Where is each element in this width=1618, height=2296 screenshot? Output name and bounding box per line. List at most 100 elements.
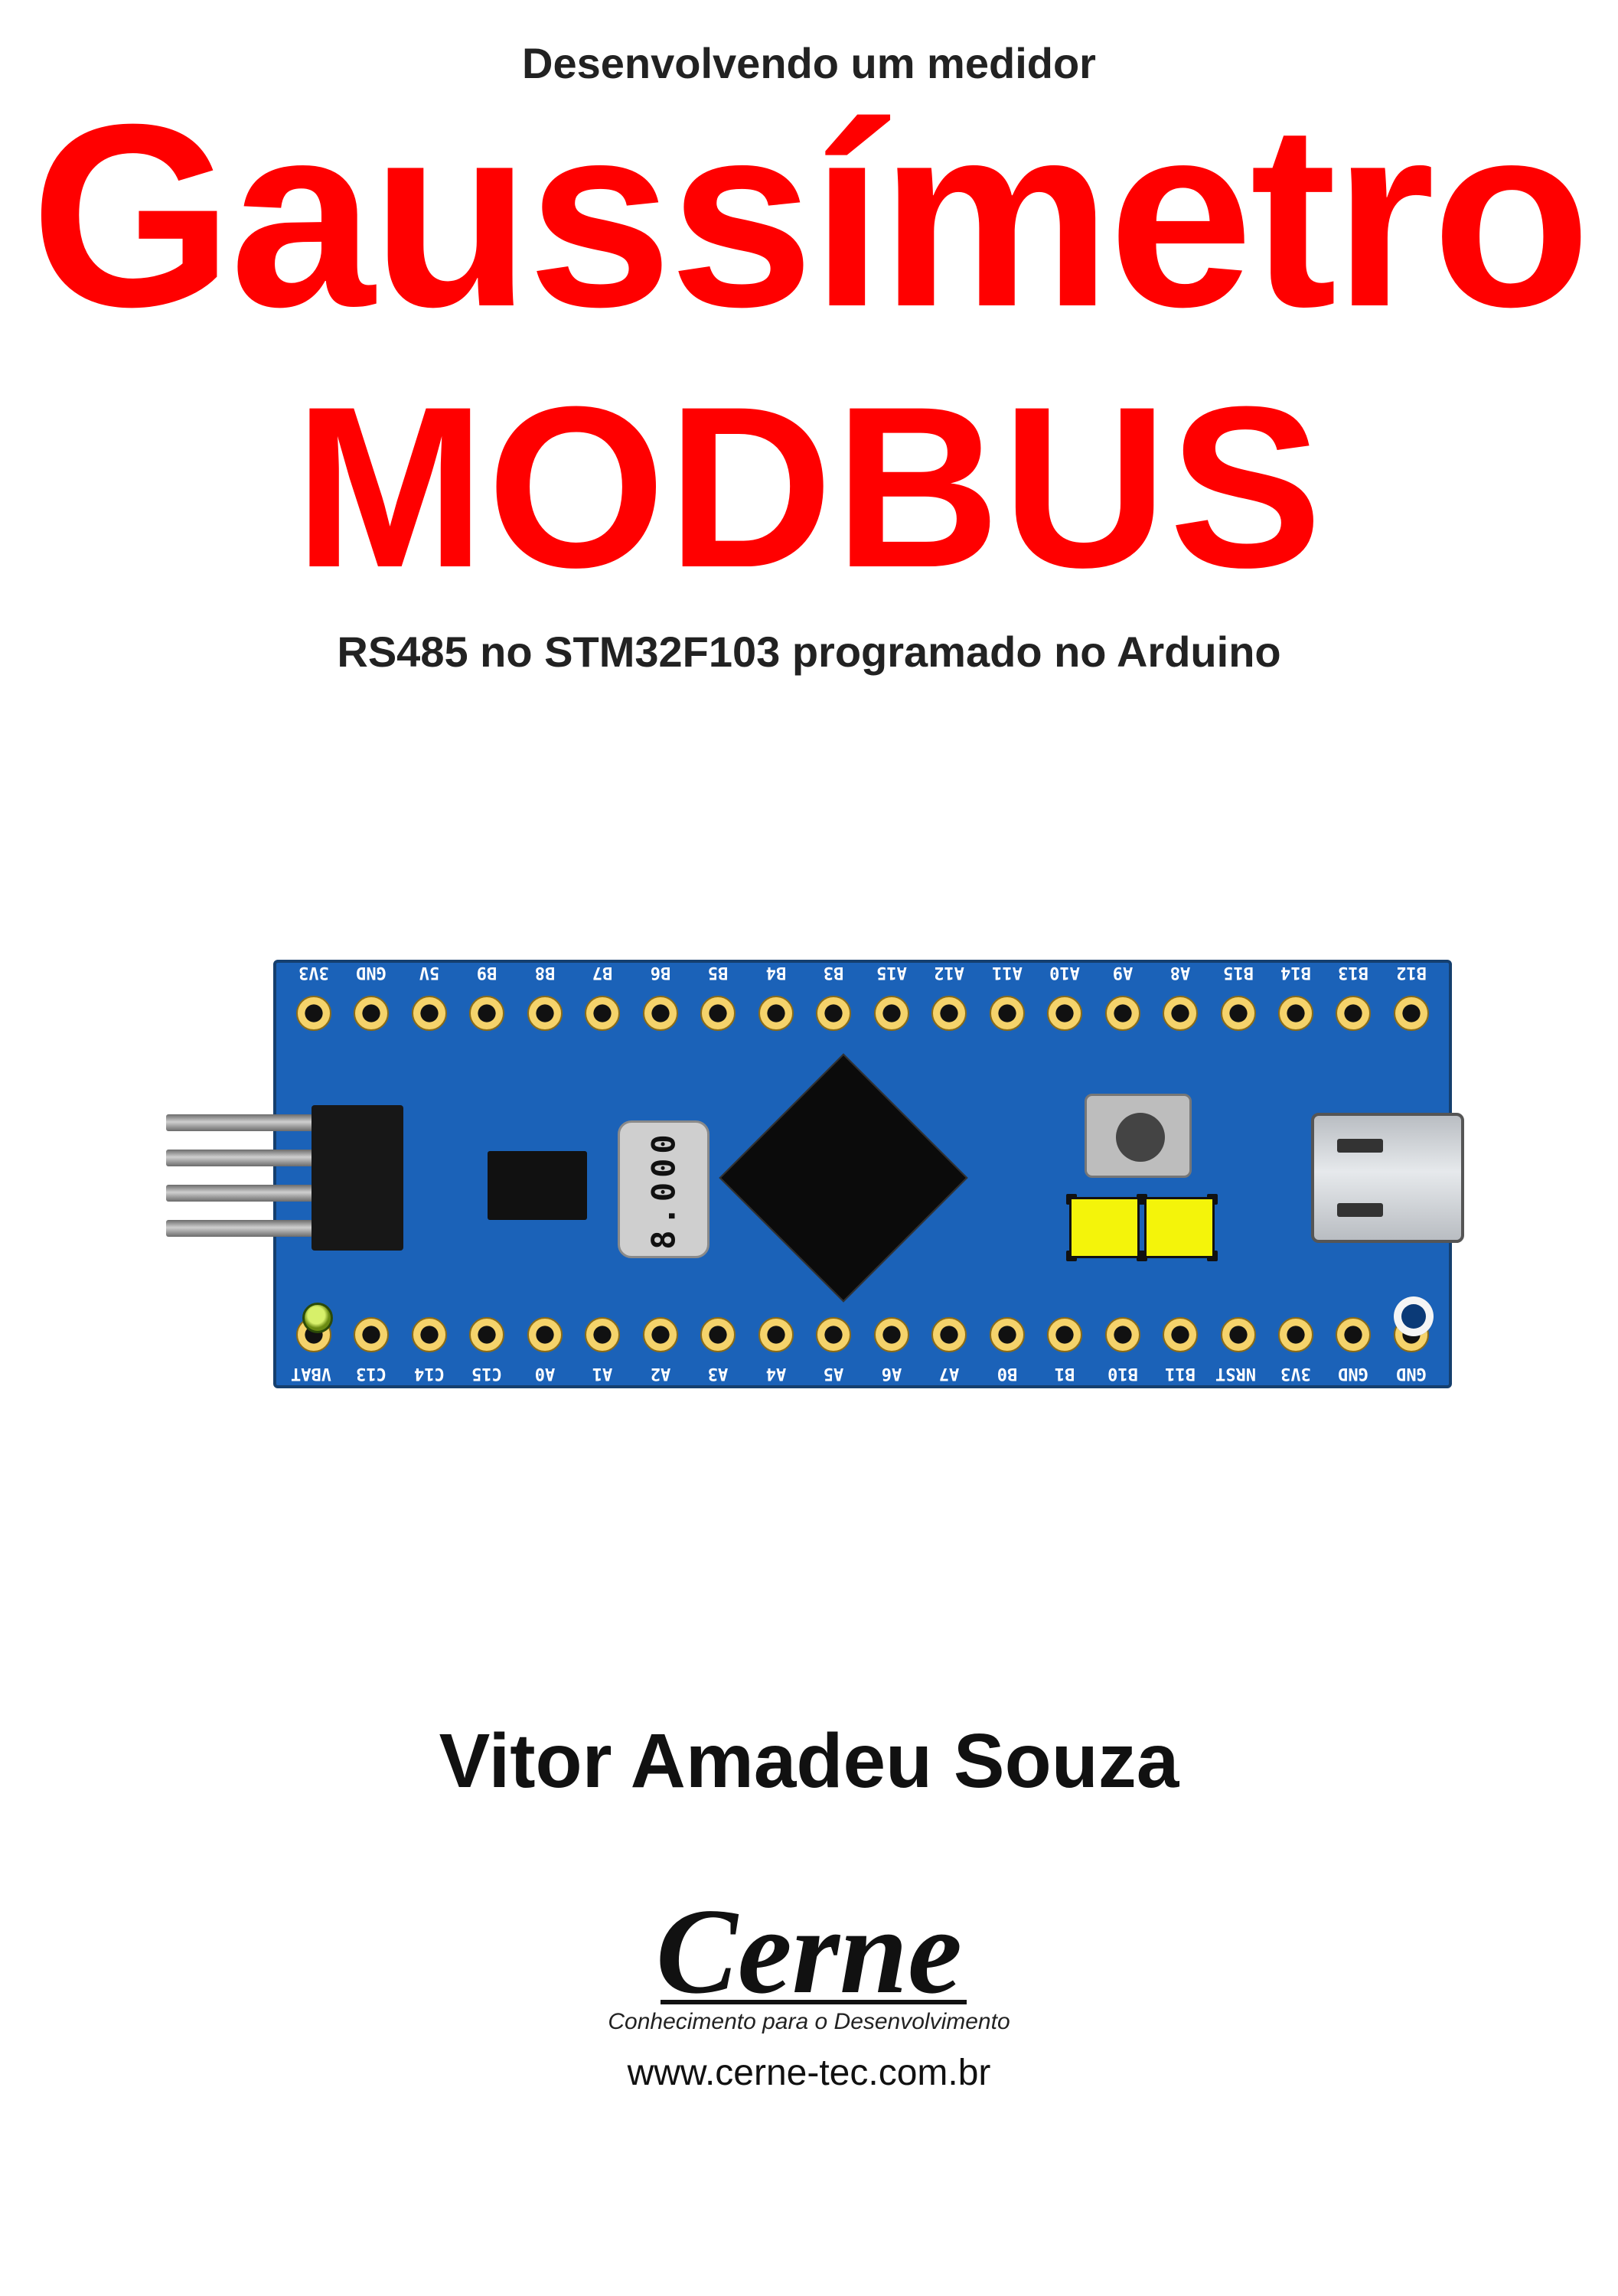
publisher-url: www.cerne-tec.com.br — [608, 2052, 1010, 2094]
pin-label: A0 — [527, 1364, 563, 1383]
pin-label: VBAT — [296, 1364, 331, 1383]
pin-label: B1 — [1047, 1364, 1082, 1383]
pin-hole — [469, 996, 504, 1031]
pin-label: C13 — [354, 1364, 389, 1383]
pin-label: A4 — [758, 1364, 794, 1383]
pin-hole — [1105, 1317, 1140, 1352]
pin-hole — [527, 1317, 563, 1352]
pin-hole — [874, 996, 909, 1031]
pin-label: B13 — [1336, 963, 1371, 982]
title-word-1: Gaussímetro — [31, 93, 1587, 340]
pin-hole — [469, 1317, 504, 1352]
pin-hole — [585, 996, 620, 1031]
pin-hole — [1105, 996, 1140, 1031]
pin-hole — [700, 996, 736, 1031]
pin-hole — [1163, 996, 1198, 1031]
boot-jumpers — [1069, 1197, 1215, 1258]
pin-hole — [931, 1317, 967, 1352]
board-illustration: 3V3 GND 5V B9 B8 B7 B6 B5 B4 B3 A15 A12 A11 A10 A9 A8 B1… — [166, 960, 1452, 1388]
pin-label: B8 — [527, 963, 563, 982]
pin-label: C15 — [469, 1364, 504, 1383]
pin-hole — [931, 996, 967, 1031]
pin-label: A15 — [874, 963, 909, 982]
pin-label: 3V3 — [1278, 1364, 1313, 1383]
pin-label: A8 — [1163, 963, 1198, 982]
pin-label: A5 — [816, 1364, 851, 1383]
publisher-block: Cerne Conhecimento para o Desenvolviment… — [608, 1890, 1010, 2094]
pin-rail-bottom — [296, 1307, 1429, 1362]
pin-labels-bottom: VBAT C13 C14 C15 A0 A1 A2 A3 A4 A5 A6 A7 B0 B1 B10 B11 N… — [296, 1364, 1429, 1383]
pin-label: B15 — [1221, 963, 1256, 982]
pin-hole — [816, 1317, 851, 1352]
pin-hole — [643, 1317, 678, 1352]
pin-label: A7 — [931, 1364, 967, 1383]
pin-hole — [1047, 996, 1082, 1031]
pin-hole — [1336, 1317, 1371, 1352]
pin-label: B7 — [585, 963, 620, 982]
pin-hole — [1221, 996, 1256, 1031]
pin-label: A3 — [700, 1364, 736, 1383]
main-title: Gaussímetro MODBUS — [31, 88, 1587, 596]
reset-button — [1085, 1094, 1192, 1178]
pin-hole — [1394, 996, 1429, 1031]
pin-hole — [354, 1317, 389, 1352]
pin-label: A9 — [1105, 963, 1140, 982]
pin-hole — [1047, 1317, 1082, 1352]
pin-label: B11 — [1163, 1364, 1198, 1383]
pin-label: 5V — [412, 963, 447, 982]
pin-hole — [758, 1317, 794, 1352]
pin-label: GND — [1336, 1364, 1371, 1383]
pin-hole — [1163, 1317, 1198, 1352]
pin-label: B0 — [990, 1364, 1025, 1383]
power-led — [302, 1303, 333, 1333]
pin-hole — [1336, 996, 1371, 1031]
oscillator-label: 8.000 — [645, 1130, 683, 1249]
pin-hole — [990, 996, 1025, 1031]
pin-hole — [758, 996, 794, 1031]
pin-label: B4 — [758, 963, 794, 982]
pin-hole — [1278, 1317, 1313, 1352]
pin-label: B6 — [643, 963, 678, 982]
pin-label: B10 — [1105, 1364, 1140, 1383]
pin-hole — [1221, 1317, 1256, 1352]
pin-hole — [527, 996, 563, 1031]
pin-hole — [412, 996, 447, 1031]
pin-hole — [990, 1317, 1025, 1352]
publisher-logo-text: Cerne — [656, 1883, 962, 2019]
regulator-ic — [488, 1151, 587, 1220]
title-word-2: MODBUS — [31, 378, 1587, 596]
pin-hole — [585, 1317, 620, 1352]
crystal-oscillator: 8.000 — [618, 1120, 710, 1258]
pin-hole — [816, 996, 851, 1031]
pin-rail-top — [296, 986, 1429, 1041]
pin-label: B14 — [1278, 963, 1313, 982]
pin-label: C14 — [412, 1364, 447, 1383]
micro-usb-port — [1311, 1113, 1464, 1243]
publisher-logo: Cerne — [656, 1890, 962, 2012]
pin-hole — [643, 996, 678, 1031]
pin-label: B9 — [469, 963, 504, 982]
pin-label: A11 — [990, 963, 1025, 982]
pin-label: A2 — [643, 1364, 678, 1383]
pin-label: GND — [1394, 1364, 1429, 1383]
mounting-hole — [1394, 1296, 1434, 1336]
pin-label: B5 — [700, 963, 736, 982]
pin-label: A10 — [1047, 963, 1082, 982]
pin-label: A6 — [874, 1364, 909, 1383]
pin-hole — [412, 1317, 447, 1352]
pin-labels-top: 3V3 GND 5V B9 B8 B7 B6 B5 B4 B3 A15 A12 A11 A10 A9 A8 B1… — [296, 963, 1429, 982]
pin-label: A12 — [931, 963, 967, 982]
author-name: Vitor Amadeu Souza — [439, 1717, 1179, 1805]
pin-hole — [700, 1317, 736, 1352]
pin-label: NRST — [1221, 1364, 1256, 1383]
pin-hole — [296, 996, 331, 1031]
pin-label: B12 — [1394, 963, 1429, 982]
pin-hole — [874, 1317, 909, 1352]
pin-label: A1 — [585, 1364, 620, 1383]
pin-label: 3V3 — [296, 963, 331, 982]
subtitle: RS485 no STM32F103 programado no Arduino — [337, 627, 1280, 677]
pin-hole — [354, 996, 389, 1031]
pin-label: GND — [354, 963, 389, 982]
debug-header-base — [312, 1105, 403, 1251]
pin-label: B3 — [816, 963, 851, 982]
